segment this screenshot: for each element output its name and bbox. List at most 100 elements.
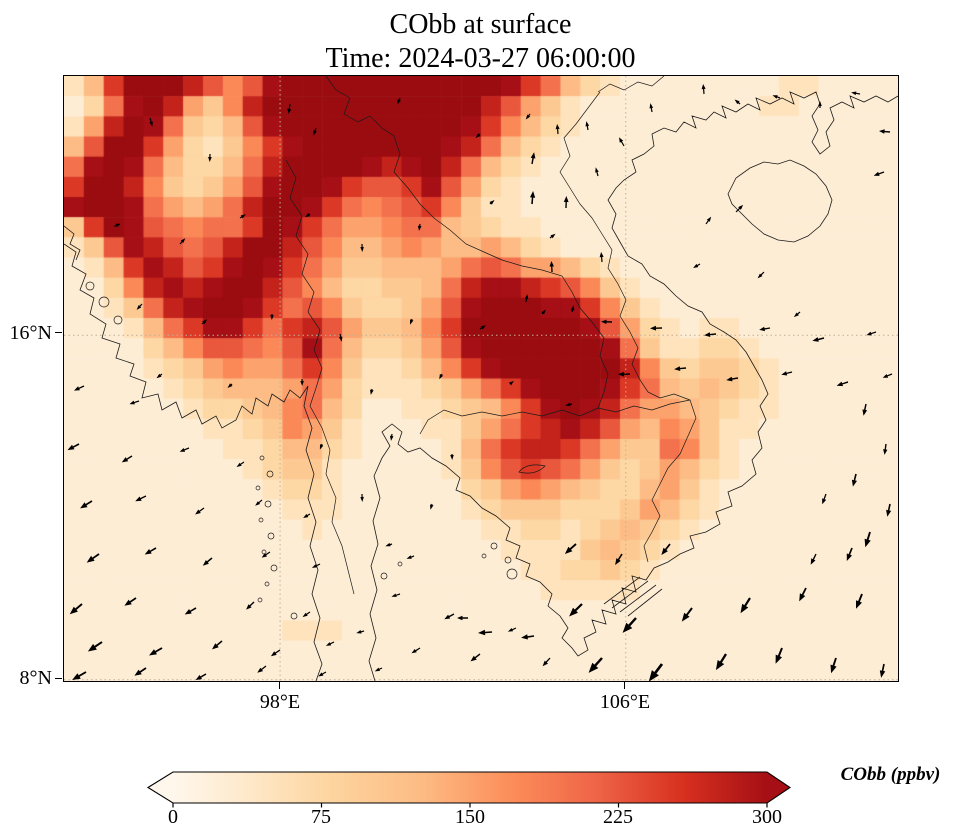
- wind-vector-arrow: [570, 305, 575, 313]
- wind-vector-arrow: [862, 403, 868, 416]
- wind-vector-arrow: [270, 649, 281, 657]
- wind-vector-arrow: [661, 543, 671, 555]
- wind-vector-arrow: [525, 113, 531, 120]
- wind-vector-arrow: [313, 127, 317, 136]
- wind-vector-arrow: [812, 337, 825, 342]
- wind-vector-arrow: [595, 167, 599, 177]
- island-outline: [261, 549, 267, 555]
- river-channel: [627, 588, 663, 617]
- wind-vector-arrow: [69, 603, 83, 615]
- wind-vector-arrow: [149, 647, 163, 656]
- wind-vector-arrow: [406, 555, 415, 559]
- wind-vector-arrow: [389, 433, 394, 441]
- figure-subtitle: Time: 2024-03-27 06:00:00: [325, 43, 636, 74]
- island-outline: [255, 485, 261, 491]
- wind-vector-arrow: [726, 376, 739, 382]
- colorbar-tick-label: 150: [455, 806, 485, 828]
- wind-vector-arrow: [325, 641, 335, 646]
- y-tick-label-16n: 16°N: [9, 322, 52, 344]
- island-outline: [98, 296, 110, 308]
- wind-vector-arrow: [530, 152, 536, 165]
- river-channel: [611, 580, 649, 609]
- wind-vector-arrow: [619, 137, 625, 147]
- wind-vector-arrow: [704, 332, 717, 337]
- wind-vector-arrow: [227, 383, 233, 388]
- x-tick-106e: [624, 682, 626, 689]
- wind-vector-arrow: [410, 318, 414, 325]
- wind-vector-arrow: [715, 653, 727, 671]
- wind-vector-arrow: [287, 103, 292, 114]
- wind-vector-arrow: [303, 513, 311, 518]
- wind-vector-arrow: [508, 380, 514, 386]
- wind-vector-arrow: [856, 593, 863, 609]
- wind-vector-arrow: [650, 325, 662, 331]
- wind-vector-arrow: [740, 597, 751, 614]
- wind-vector-arrow: [851, 91, 861, 96]
- island-outline: [506, 568, 518, 580]
- wind-vector-arrow: [588, 657, 603, 673]
- coastline: [64, 225, 81, 261]
- wind-vector-arrow: [615, 553, 623, 565]
- wind-vector-arrow: [136, 303, 143, 310]
- wind-vector-arrow: [866, 331, 877, 336]
- country-border: [559, 91, 691, 401]
- wind-vector-arrow: [799, 587, 807, 602]
- wind-vector-arrow: [569, 603, 583, 617]
- country-border: [643, 399, 697, 563]
- country-border: [597, 399, 691, 413]
- wind-vector-arrow: [601, 319, 612, 324]
- wind-vector-arrow: [311, 563, 321, 568]
- wind-vector-arrow: [886, 503, 892, 517]
- wind-vector-arrow: [822, 493, 827, 505]
- colorbar-tick-label: 300: [752, 806, 782, 828]
- wind-vector-arrow: [585, 121, 590, 131]
- wind-vector-arrow: [72, 671, 87, 680]
- wind-vector-arrow: [134, 667, 147, 676]
- wind-vector-arrow: [391, 593, 401, 597]
- island-outline: [264, 500, 272, 508]
- wind-vector-arrow: [478, 629, 493, 636]
- wind-vector-arrow: [818, 101, 822, 108]
- coastline: [727, 159, 833, 243]
- wind-vector-arrow: [124, 597, 137, 606]
- wind-vector-arrow: [156, 373, 163, 379]
- wind-vector-arrow: [411, 647, 421, 654]
- wind-vector-arrow: [129, 400, 140, 405]
- wind-vector-arrow: [549, 261, 554, 272]
- wind-vector-arrow: [648, 663, 664, 681]
- wind-vector-arrow: [530, 191, 536, 205]
- wind-vector-arrow: [793, 311, 801, 318]
- x-tick-label-106e: 106°E: [599, 691, 651, 713]
- wind-vector-arrow: [179, 447, 190, 452]
- wind-vector-arrow: [300, 379, 304, 386]
- wind-vector-arrow: [599, 252, 604, 263]
- country-border: [419, 407, 599, 435]
- wind-vector-arrow: [67, 443, 80, 451]
- y-tick-8n: [55, 678, 62, 680]
- island-outline: [397, 561, 403, 567]
- wind-vector-arrow: [212, 640, 223, 650]
- wind-vector-arrow: [772, 95, 781, 99]
- wind-vector-arrow: [735, 204, 744, 213]
- wind-vector-arrow: [757, 271, 765, 279]
- wind-vector-arrow: [563, 196, 569, 208]
- wind-vector-arrow: [319, 443, 324, 450]
- wind-vector-arrow: [270, 314, 274, 320]
- wind-vector-arrow: [521, 634, 535, 640]
- wind-vector-arrow: [236, 461, 245, 467]
- wind-vector-arrow: [810, 553, 817, 565]
- wind-vector-arrow: [304, 213, 311, 218]
- colorbar: [146, 771, 791, 808]
- colorbar-tick-label: 0: [168, 806, 178, 828]
- colorbar-label: CObb (ppbv): [840, 764, 941, 785]
- island-outline: [257, 597, 263, 603]
- wind-vector-arrow: [846, 547, 853, 561]
- wind-vector-arrow: [882, 373, 893, 378]
- wind-vector-arrow: [430, 503, 434, 510]
- wind-vector-arrow: [470, 653, 481, 662]
- wind-vector-arrow: [555, 124, 560, 135]
- wind-vector-arrow: [565, 402, 573, 407]
- wind-vector-arrow: [261, 551, 271, 558]
- island-outline: [267, 532, 275, 540]
